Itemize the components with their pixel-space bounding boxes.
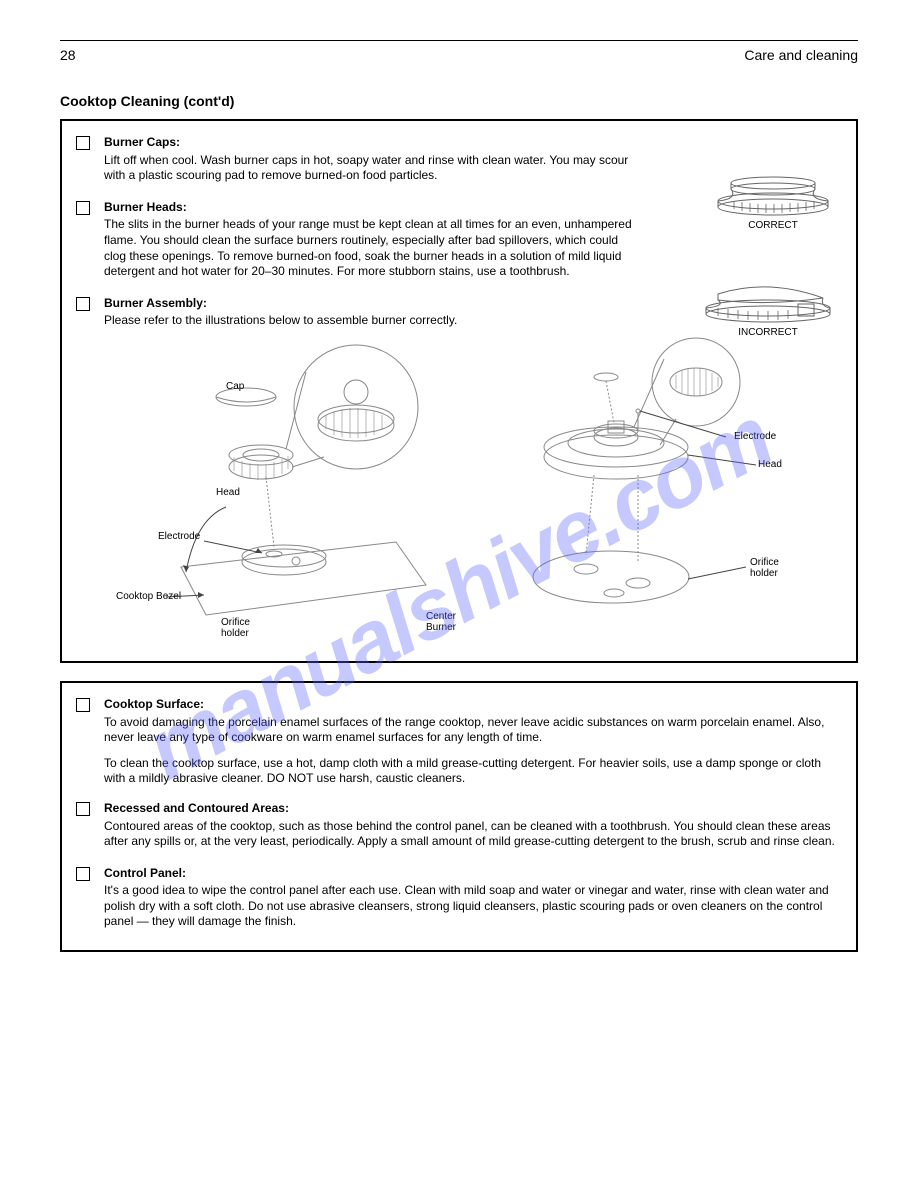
label-head: Head <box>216 487 240 498</box>
lead-cooktop-surface: Cooktop Surface: <box>104 697 204 711</box>
correct-label: CORRECT <box>708 219 838 232</box>
page-number: 28 <box>60 47 76 63</box>
box-burner-cleaning: CORRECT INCORRECT Burne <box>60 119 858 663</box>
header-rule <box>60 40 858 41</box>
text-cooktop-surface-1: To avoid damaging the porcelain enamel s… <box>104 715 842 746</box>
text-recessed: Contoured areas of the cooktop, such as … <box>104 819 842 850</box>
item-control-panel: Control Panel: It's a good idea to wipe … <box>76 866 842 932</box>
burner-assembly-diagram: Cap Head Electrode Cooktop Bezel Orifice… <box>86 337 842 647</box>
item-recessed-areas: Recessed and Contoured Areas: Contoured … <box>76 801 842 852</box>
page-header: 28 Care and cleaning <box>60 47 858 63</box>
burner-correct-icon: CORRECT <box>708 171 838 232</box>
checkbox-icon <box>76 698 90 712</box>
checkbox-icon <box>76 297 90 311</box>
lead-burner-heads: Burner Heads: <box>104 200 187 214</box>
burner-incorrect-icon: INCORRECT <box>698 276 838 339</box>
label-electrode-2: Electrode <box>734 431 776 442</box>
lead-burner-assembly: Burner Assembly: <box>104 296 207 310</box>
label-electrode: Electrode <box>158 531 200 542</box>
lead-control-panel: Control Panel: <box>104 866 186 880</box>
text-cooktop-surface-2-wrap: To clean the cooktop surface, use a hot,… <box>104 756 842 787</box>
text-burner-caps: Lift off when cool. Wash burner caps in … <box>104 153 634 184</box>
label-orifice-holder: Orifice holder <box>221 617 271 639</box>
checkbox-icon <box>76 136 90 150</box>
page-subtitle: Cooktop Cleaning (cont'd) <box>60 93 858 109</box>
label-cooktop-bezel: Cooktop Bezel <box>116 591 181 602</box>
lead-recessed: Recessed and Contoured Areas: <box>104 801 289 815</box>
label-center-burner: Center Burner <box>426 611 486 633</box>
text-burner-heads: The slits in the burner heads of your ra… <box>104 217 634 279</box>
text-cooktop-surface-2: To clean the cooktop surface, use a hot,… <box>104 756 842 787</box>
label-orifice-holder-2: Orifice holder <box>750 557 800 579</box>
section-title: Care and cleaning <box>744 47 858 63</box>
label-head-2: Head <box>758 459 782 470</box>
item-cooktop-surface: Cooktop Surface: To avoid damaging the p… <box>76 697 842 748</box>
lead-burner-caps: Burner Caps: <box>104 135 180 149</box>
label-cap: Cap <box>226 381 244 392</box>
checkbox-icon <box>76 201 90 215</box>
box-recessed-cleaning: Cooktop Surface: To avoid damaging the p… <box>60 681 858 952</box>
checkbox-icon <box>76 867 90 881</box>
checkbox-icon <box>76 802 90 816</box>
text-control-panel: It's a good idea to wipe the control pan… <box>104 883 842 930</box>
